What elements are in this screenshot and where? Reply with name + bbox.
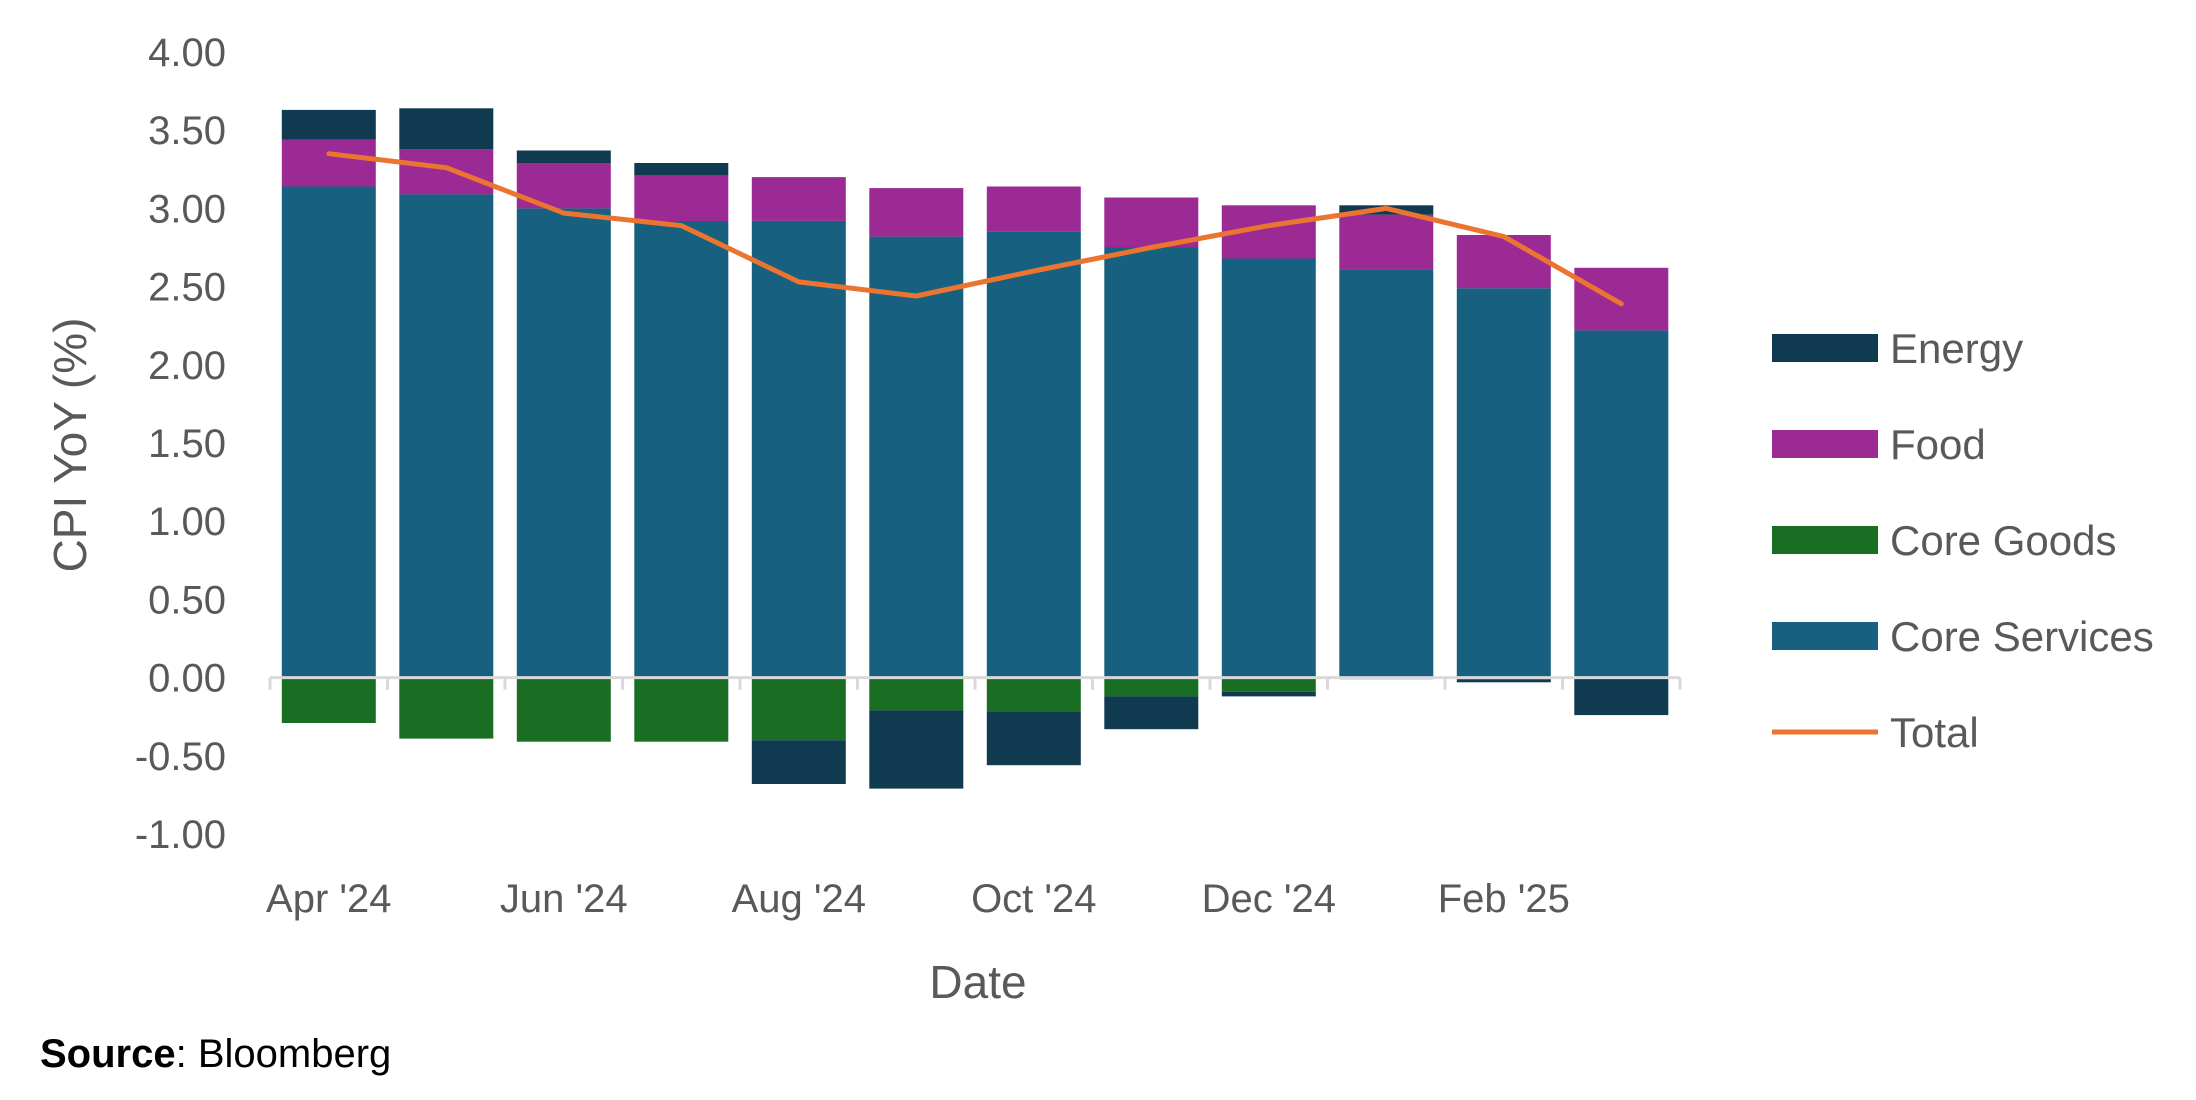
bar-energy-feb-25 bbox=[1456, 679, 1551, 683]
legend-swatch-core-goods bbox=[1772, 526, 1878, 554]
y-tick-label: 2.50 bbox=[148, 266, 226, 310]
bar-energy-jun-24 bbox=[516, 150, 611, 163]
bar-energy-mar-25 bbox=[1574, 677, 1669, 716]
bar-core-services-jun-24 bbox=[516, 208, 611, 678]
bar-core-services-mar-25 bbox=[1574, 330, 1669, 678]
x-tick-label: Feb '25 bbox=[1438, 877, 1570, 921]
x-tick-label: Oct '24 bbox=[971, 877, 1096, 921]
bar-energy-aug-24 bbox=[751, 740, 846, 784]
x-tick-label: Jun '24 bbox=[500, 877, 628, 921]
total-line bbox=[326, 151, 1624, 307]
y-tick-label: -1.00 bbox=[135, 813, 226, 857]
bar-core-goods-nov-24 bbox=[1104, 677, 1199, 697]
bar-core-goods-jun-24 bbox=[516, 677, 611, 742]
bar-core-services-nov-24 bbox=[1104, 247, 1199, 678]
legend-swatch-food bbox=[1772, 430, 1878, 458]
y-tick-label: 1.50 bbox=[148, 422, 226, 466]
bar-core-goods-sep-24 bbox=[869, 677, 964, 711]
legend-swatch-core-services bbox=[1772, 622, 1878, 650]
y-tick-label: 3.50 bbox=[148, 109, 226, 153]
x-axis-ticks: Apr '24 Jun '24 Aug '24 Oct '24 Dec '24 Feb '… bbox=[266, 877, 1570, 921]
bar-energy-dec-24 bbox=[1221, 691, 1316, 697]
y-axis-title: CPI YoY (%) bbox=[44, 318, 96, 573]
bar-food-may-24 bbox=[399, 149, 494, 195]
bar-core-services-apr-24 bbox=[281, 186, 376, 678]
source-note: Source: Bloomberg bbox=[40, 1032, 391, 1077]
bar-core-services-aug-24 bbox=[751, 220, 846, 678]
bar-food-apr-24 bbox=[281, 139, 376, 187]
bar-core-goods-aug-24 bbox=[751, 677, 846, 741]
total-line-group bbox=[326, 151, 1624, 307]
x-tick-label: Dec '24 bbox=[1202, 877, 1336, 921]
bar-food-aug-24 bbox=[751, 177, 846, 221]
legend-label-core-goods: Core Goods bbox=[1890, 517, 2116, 564]
legend-label-core-services: Core Services bbox=[1890, 613, 2154, 660]
x-tick-label: Apr '24 bbox=[266, 877, 392, 921]
bar-core-services-dec-24 bbox=[1221, 258, 1316, 678]
bar-energy-oct-24 bbox=[986, 712, 1081, 766]
bar-food-feb-25 bbox=[1456, 235, 1551, 289]
y-axis-ticks: 4.00 3.50 3.00 2.50 2.00 1.50 1.00 0.50 0.00 -0.5… bbox=[135, 31, 226, 857]
source-label: Source bbox=[40, 1032, 176, 1076]
bar-core-services-jan-25 bbox=[1339, 269, 1434, 678]
y-tick-label: 0.50 bbox=[148, 578, 226, 622]
bar-core-services-oct-24 bbox=[986, 231, 1081, 678]
bar-core-goods-dec-24 bbox=[1221, 677, 1316, 692]
bars-group bbox=[281, 108, 1669, 789]
legend: Energy Food Core Goods Core Services Total bbox=[1772, 325, 2154, 756]
y-tick-label: 1.00 bbox=[148, 500, 226, 544]
bar-food-oct-24 bbox=[986, 186, 1081, 232]
bar-energy-nov-24 bbox=[1104, 696, 1199, 730]
legend-label-total: Total bbox=[1890, 709, 1979, 756]
bar-energy-may-24 bbox=[399, 108, 494, 149]
x-axis bbox=[268, 676, 1682, 690]
bar-core-goods-oct-24 bbox=[986, 677, 1081, 712]
bar-energy-jul-24 bbox=[634, 163, 729, 176]
bar-energy-sep-24 bbox=[869, 710, 964, 789]
bar-core-goods-jul-24 bbox=[634, 677, 729, 742]
bar-food-jul-24 bbox=[634, 175, 729, 221]
legend-label-energy: Energy bbox=[1890, 325, 2023, 372]
bar-core-goods-apr-24 bbox=[281, 677, 376, 723]
bar-food-jan-25 bbox=[1339, 214, 1434, 270]
x-axis-title: Date bbox=[929, 956, 1026, 1008]
bar-core-services-feb-25 bbox=[1456, 288, 1551, 678]
bar-food-sep-24 bbox=[869, 188, 964, 237]
bar-core-services-may-24 bbox=[399, 194, 494, 678]
source-text: : Bloomberg bbox=[175, 1032, 392, 1076]
y-tick-label: -0.50 bbox=[135, 735, 226, 779]
legend-swatch-energy bbox=[1772, 334, 1878, 362]
bar-core-services-jul-24 bbox=[634, 220, 729, 678]
bar-food-mar-25 bbox=[1574, 267, 1669, 331]
y-tick-label: 3.00 bbox=[148, 187, 226, 231]
x-tick-label: Aug '24 bbox=[732, 877, 866, 921]
bar-core-services-sep-24 bbox=[869, 236, 964, 678]
y-tick-label: 4.00 bbox=[148, 31, 226, 75]
bar-core-goods-may-24 bbox=[399, 677, 494, 739]
y-tick-label: 2.00 bbox=[148, 344, 226, 388]
bar-energy-apr-24 bbox=[281, 109, 376, 140]
y-tick-label: 0.00 bbox=[148, 657, 226, 701]
legend-label-food: Food bbox=[1890, 421, 1986, 468]
